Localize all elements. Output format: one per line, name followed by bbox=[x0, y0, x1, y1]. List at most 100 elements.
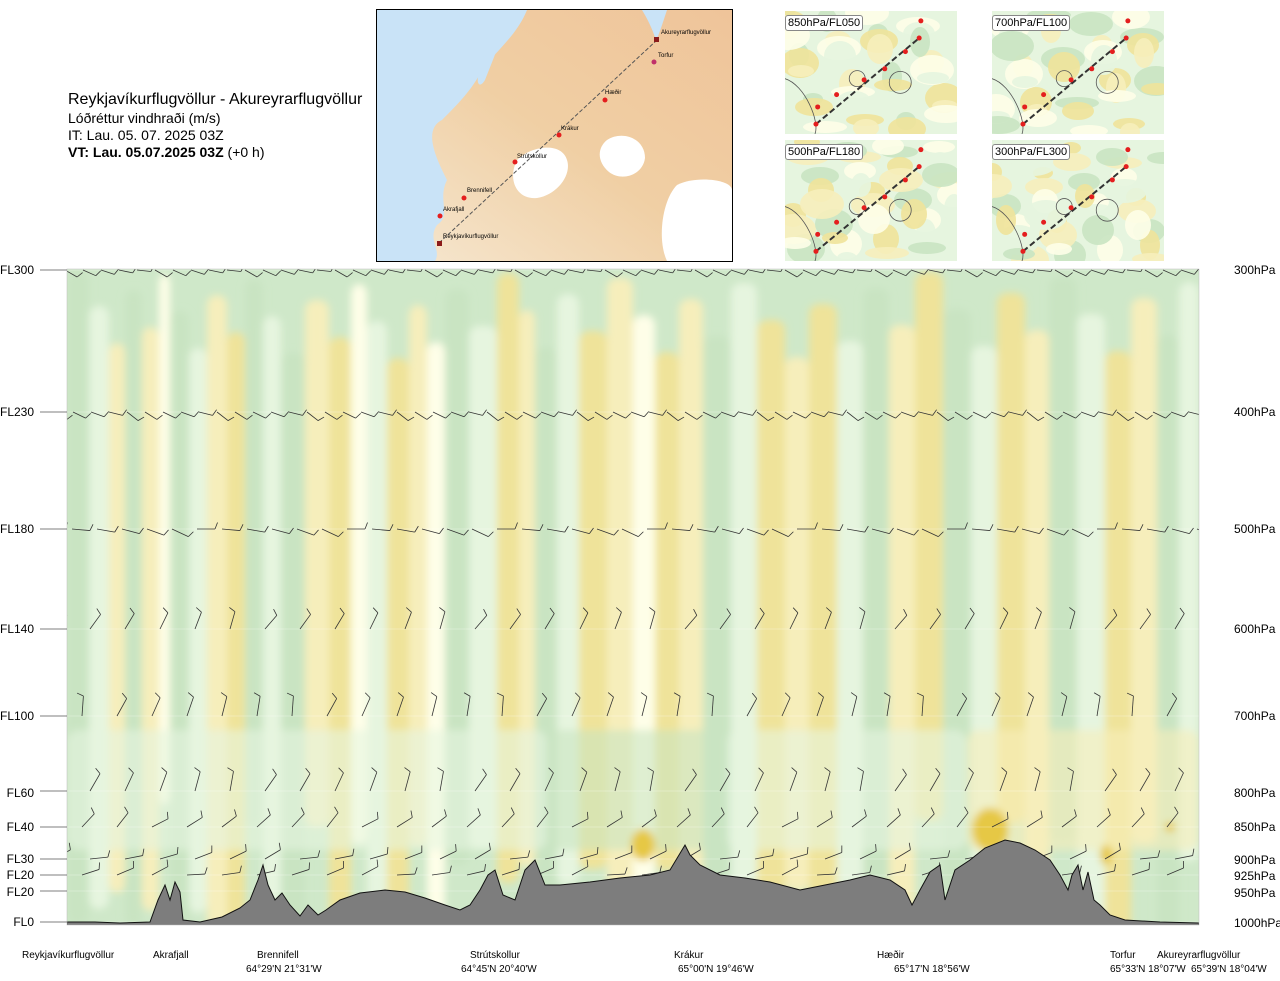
mini-map-waypoint bbox=[1089, 194, 1095, 200]
wind-barb bbox=[55, 775, 66, 791]
wind-barb-flag bbox=[212, 409, 217, 416]
wind-barb bbox=[784, 269, 798, 278]
wind-barb bbox=[1096, 814, 1111, 828]
wind-barb bbox=[789, 772, 798, 792]
route-point-haedir: Hæðir bbox=[877, 950, 905, 961]
route-point-torfur: Torfur bbox=[1110, 950, 1136, 961]
wind-barb-flag bbox=[932, 409, 937, 416]
wind-barb-flag bbox=[788, 531, 794, 537]
wind-barb-flag bbox=[796, 811, 799, 819]
wind-barb-flag bbox=[65, 864, 66, 871]
wind-barb-flag bbox=[352, 848, 355, 856]
wind-barb bbox=[396, 411, 409, 421]
wind-barb bbox=[186, 873, 205, 876]
wind-barb bbox=[342, 411, 356, 419]
wind-barb bbox=[991, 818, 1009, 828]
wind-barb-flag bbox=[935, 767, 941, 774]
valid-offset: (+0 h) bbox=[227, 144, 265, 160]
wind-barb-flag bbox=[90, 807, 95, 815]
wind-barb bbox=[67, 615, 68, 616]
wind-barb bbox=[1144, 269, 1158, 278]
wind-barb bbox=[1069, 611, 1076, 630]
wind-barb-flag bbox=[492, 269, 496, 274]
wind-barb bbox=[612, 411, 626, 419]
wind-barb-flag bbox=[275, 270, 282, 276]
updraft-patch bbox=[631, 829, 655, 861]
mini-map-waypoint bbox=[813, 248, 819, 254]
wind-barb-flag bbox=[245, 844, 247, 852]
wind-barb-flag bbox=[265, 413, 271, 419]
wind-barb-flag bbox=[1156, 272, 1163, 278]
wind-barb bbox=[544, 855, 563, 860]
wind-barb-flag bbox=[336, 414, 343, 420]
wind-barb bbox=[159, 612, 169, 630]
wind-barb bbox=[124, 855, 143, 860]
wind-barb bbox=[1104, 615, 1118, 630]
wind-barb bbox=[404, 612, 412, 630]
wind-barb-flag bbox=[300, 807, 305, 815]
wind-barb bbox=[396, 696, 404, 717]
wind-barb-flag bbox=[913, 411, 920, 418]
wind-barb bbox=[334, 855, 353, 860]
wind-barb bbox=[221, 696, 228, 717]
wind-barb bbox=[579, 772, 588, 792]
wind-barb-flag bbox=[386, 847, 389, 855]
wind-barb bbox=[369, 853, 388, 860]
wind-barb bbox=[229, 771, 234, 792]
velocity-band-low bbox=[547, 730, 727, 850]
wind-barb bbox=[514, 269, 528, 278]
wind-barb-flag bbox=[1157, 850, 1161, 858]
wind-barb bbox=[299, 773, 311, 792]
route-coord-strutskollur: 64°45'N 20°40'W bbox=[461, 964, 537, 975]
wind-barb-flag bbox=[616, 272, 623, 278]
wind-barb-flag bbox=[76, 272, 83, 278]
mini-map-field bbox=[1089, 140, 1133, 149]
wind-barb bbox=[1044, 411, 1058, 420]
wind-barb-flag bbox=[942, 269, 946, 274]
wind-barb bbox=[1018, 269, 1033, 274]
wind-barb bbox=[594, 411, 608, 420]
route-coord-krakur: 65°00'N 19°46'W bbox=[678, 964, 754, 975]
wind-barb bbox=[406, 269, 421, 272]
wind-barb-flag bbox=[574, 692, 581, 699]
wind-barb-flag bbox=[445, 413, 451, 419]
wind-barb-flag bbox=[823, 411, 830, 418]
wind-barb-flag bbox=[1178, 767, 1184, 774]
wind-barb-flag bbox=[256, 272, 263, 278]
mini-map-waypoint bbox=[1020, 248, 1026, 254]
mini-map-field bbox=[1012, 76, 1038, 88]
wind-barb bbox=[684, 411, 698, 420]
wind-barb-flag bbox=[107, 850, 111, 858]
wind-barb bbox=[404, 771, 411, 792]
wind-barb bbox=[702, 411, 716, 419]
mini-map-waypoint bbox=[861, 77, 867, 83]
mini-map-field bbox=[865, 247, 909, 259]
wind-barb bbox=[1198, 270, 1199, 271]
wind-barb bbox=[972, 411, 986, 419]
wind-barb-flag bbox=[246, 414, 253, 420]
wind-barb bbox=[460, 269, 475, 275]
wind-barb-flag bbox=[463, 529, 469, 536]
wind-barb bbox=[821, 528, 840, 531]
wind-barb-flag bbox=[726, 608, 731, 615]
wind-barb-flag bbox=[1032, 269, 1036, 274]
wind-barb-flag bbox=[200, 810, 203, 818]
wind-barb-flag bbox=[414, 525, 419, 533]
wind-barb bbox=[1170, 411, 1185, 418]
wind-barb-flag bbox=[227, 416, 235, 421]
wind-barb-flag bbox=[687, 808, 691, 816]
wind-barb-flag bbox=[515, 767, 521, 774]
wind-barb-flag bbox=[852, 269, 856, 274]
wind-barb bbox=[851, 872, 870, 876]
wind-barb bbox=[151, 818, 169, 828]
wind-barb bbox=[466, 696, 471, 717]
wind-barb bbox=[676, 814, 691, 828]
wind-barb bbox=[151, 697, 161, 717]
mini-map-field bbox=[795, 98, 833, 116]
wind-barb-flag bbox=[483, 609, 488, 616]
wind-barb-flag bbox=[1174, 806, 1179, 814]
wind-barb bbox=[118, 269, 133, 274]
route-coord-haedir: 65°17'N 18°56'W bbox=[894, 964, 970, 975]
wind-barb-flag bbox=[964, 806, 969, 814]
mini-map-field bbox=[1103, 179, 1147, 203]
